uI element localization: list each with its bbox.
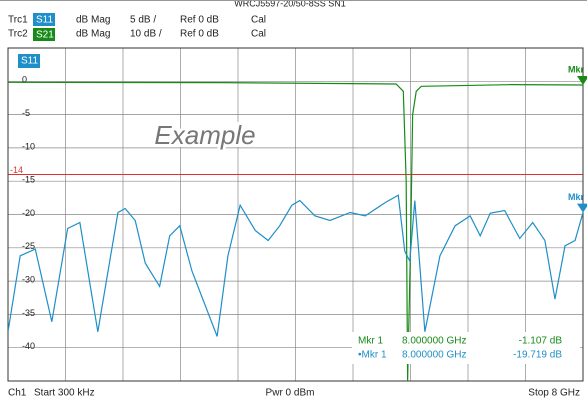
start: Start 300 kHz: [34, 388, 95, 399]
marker-x: 8.000000 GHz: [402, 350, 467, 361]
title: WRCJ5597-20/50-8SS SN1: [234, 0, 346, 8]
y-tick-label: -5: [22, 108, 30, 118]
marker-triangle: [577, 203, 587, 213]
marker-label: •Mkr 1: [358, 350, 387, 361]
trace-label: Trc2: [8, 29, 28, 40]
param: S21: [36, 30, 54, 41]
marker-readout: Mkr 1 8.000000 GHz -1.107 dB •Mkr 1 8.000000…: [358, 336, 562, 361]
y-tick-label: -30: [22, 274, 35, 284]
trace: [8, 81, 583, 381]
marker-value: -19.719 dB: [513, 350, 562, 361]
format: dB Mag: [76, 15, 110, 26]
y-tick-label: -35: [22, 308, 35, 318]
marker-tag: Mkr: [568, 192, 585, 202]
y-tick-label: -10: [22, 141, 35, 151]
marker-tag: Mkr: [568, 64, 585, 74]
y-tick-label: -15: [22, 175, 35, 185]
marker-readout-box: [352, 332, 580, 364]
format: dB Mag: [76, 29, 110, 40]
active-trace: S11: [21, 56, 38, 67]
marker-x: 8.000000 GHz: [402, 336, 467, 347]
watermark: Example: [154, 120, 255, 150]
active-box: [18, 54, 40, 68]
scale: 5 dB /: [130, 15, 156, 26]
markers: Mkr Mkr: [568, 64, 587, 213]
param: S11: [36, 15, 53, 26]
scale: 10 dB /: [130, 29, 162, 40]
limit-label: -14: [10, 165, 23, 175]
cal: Cal: [251, 15, 266, 26]
y-tick-label: -20: [22, 208, 35, 218]
param-box: [33, 28, 55, 41]
y-tick-label: 0: [22, 75, 27, 85]
y-tick-label: -25: [22, 241, 35, 251]
ref: Ref 0 dB: [180, 29, 219, 40]
stop: Stop 8 GHz: [528, 388, 580, 399]
grid: 0 -5 -10 -15 -20 -25 -30 -35 -40 -14: [8, 48, 583, 381]
trace-legend: Trc1 S11 dB Mag 5 dB / Ref 0 dB Cal Trc2…: [8, 13, 266, 41]
ref: Ref 0 dB: [180, 15, 219, 26]
trace-label: Trc1: [8, 15, 28, 26]
marker-value: -1.107 dB: [519, 336, 563, 347]
cal: Cal: [251, 29, 266, 40]
traces: [8, 81, 583, 381]
param-box: [33, 13, 55, 26]
marker-label: Mkr 1: [358, 336, 383, 347]
channel: Ch1: [8, 388, 27, 399]
trace: [8, 194, 583, 337]
y-tick-label: -40: [22, 341, 35, 351]
power: Pwr 0 dBm: [266, 388, 315, 399]
marker-triangle: [577, 75, 587, 85]
